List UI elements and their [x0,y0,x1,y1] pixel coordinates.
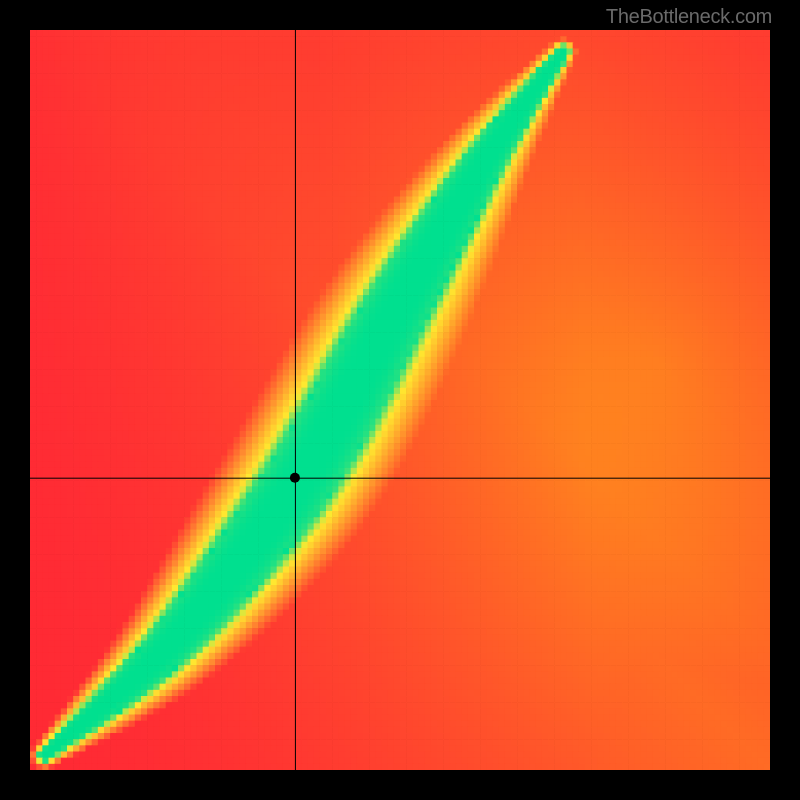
watermark-text: TheBottleneck.com [606,6,772,29]
heatmap-frame [30,30,770,770]
heatmap-canvas [30,30,770,770]
